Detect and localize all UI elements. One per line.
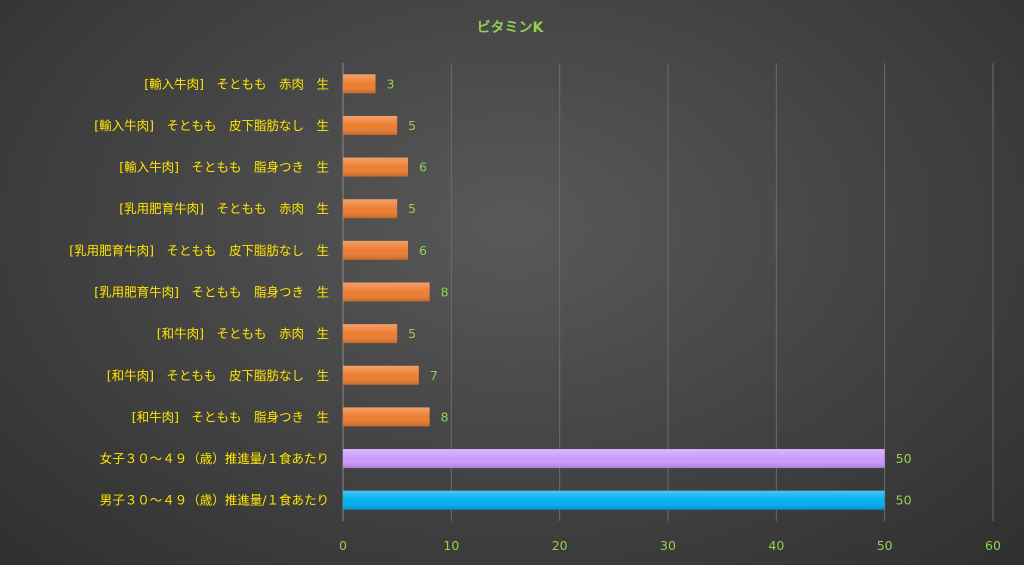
data-label: 7 [430, 368, 438, 383]
bar [343, 490, 885, 510]
category-label: 女子３０～４９（歳）推進量/１食あたり [100, 451, 329, 466]
bar [343, 324, 398, 344]
x-tick-label: 60 [985, 538, 1001, 553]
bar-shade [343, 324, 398, 344]
category-label: [輸入牛肉] そともも 皮下脂肪なし 生 [94, 118, 329, 133]
x-tick-label: 10 [443, 538, 459, 553]
bar [343, 199, 398, 219]
category-label: [和牛肉] そともも 赤肉 生 [157, 326, 329, 341]
category-label: 男子３０～４９（歳）推進量/１食あたり [100, 493, 329, 508]
data-label: 8 [441, 409, 449, 424]
bar-shade [343, 157, 408, 177]
bar-shade [343, 282, 430, 302]
category-label: [和牛肉] そともも 脂身つき 生 [132, 409, 329, 424]
bar-shade [343, 449, 885, 469]
data-label: 5 [408, 326, 416, 341]
bar [343, 449, 885, 469]
bar [343, 74, 376, 94]
data-label: 6 [419, 160, 427, 175]
bar-shade [343, 240, 408, 260]
category-label: [乳用肥育牛肉] そともも 皮下脂肪なし 生 [69, 243, 329, 258]
bar-shade [343, 199, 398, 219]
bars [343, 74, 885, 510]
category-label: [輸入牛肉] そともも 脂身つき 生 [119, 160, 329, 175]
bar [343, 282, 430, 302]
bar-shade [343, 490, 885, 510]
x-axis-ticks: 0 10 20 30 40 50 60 [339, 538, 1001, 553]
data-label: 50 [896, 493, 912, 508]
chart-title: ビタミンK [477, 20, 545, 36]
x-tick-label: 30 [660, 538, 676, 553]
data-label: 3 [387, 76, 395, 91]
data-label: 8 [441, 285, 449, 300]
category-label: [和牛肉] そともも 皮下脂肪なし 生 [107, 368, 329, 383]
category-label: [乳用肥育牛肉] そともも 赤肉 生 [119, 201, 329, 216]
data-label: 5 [408, 118, 416, 133]
bar-shade [343, 74, 376, 94]
bar-shade [343, 407, 430, 427]
x-tick-label: 40 [768, 538, 784, 553]
bar [343, 157, 408, 177]
gridlines [342, 63, 994, 521]
category-labels: [輸入牛肉] そともも 赤肉 生 [輸入牛肉] そともも 皮下脂肪なし 生 [輸入牛… [69, 76, 329, 507]
bar-shade [343, 115, 398, 135]
bar [343, 115, 398, 135]
bar [343, 365, 419, 385]
x-tick-label: 50 [877, 538, 893, 553]
x-tick-label: 0 [339, 538, 347, 553]
data-labels: 3 5 6 5 6 8 5 7 8 50 50 [387, 76, 912, 507]
category-label: [乳用肥育牛肉] そともも 脂身つき 生 [94, 285, 329, 300]
bar-shade [343, 365, 419, 385]
category-label: [輸入牛肉] そともも 赤肉 生 [144, 76, 329, 91]
bar [343, 407, 430, 427]
data-label: 5 [408, 201, 416, 216]
data-label: 50 [896, 451, 912, 466]
data-label: 6 [419, 243, 427, 258]
x-tick-label: 20 [552, 538, 568, 553]
bar [343, 240, 408, 260]
